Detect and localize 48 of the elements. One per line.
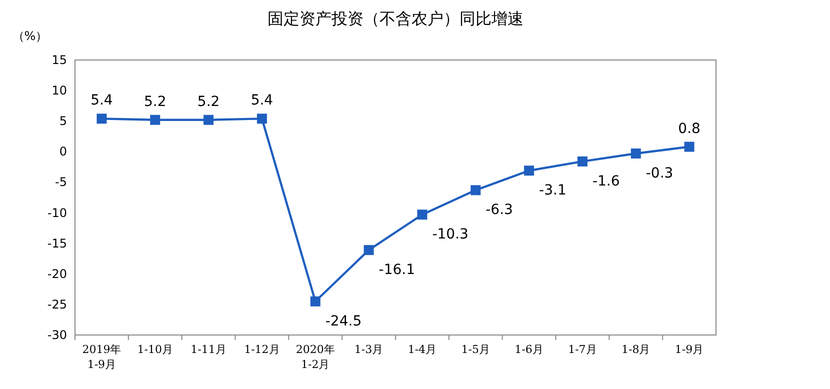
x-tick-label: 1-5月 — [461, 343, 490, 356]
point — [96, 114, 107, 124]
y-tick-label: -10 — [47, 206, 67, 220]
x-tick-label: 1-9月 — [674, 343, 704, 356]
data-label: -24.5 — [325, 313, 362, 330]
y-tick-label: 15 — [52, 53, 67, 67]
data-label: -16.1 — [378, 262, 416, 278]
y-tick-label: -5 — [55, 175, 67, 190]
x-tick-label: 1-8月 — [622, 343, 650, 356]
data-label: -3.1 — [539, 182, 566, 199]
data-label: -10.3 — [432, 226, 468, 243]
point — [204, 114, 214, 125]
data-label: 0.8 — [678, 120, 700, 137]
x-tick-label: 1-3月 — [354, 343, 384, 356]
y-tick-label: 0 — [59, 144, 67, 159]
data-label: 5.4 — [90, 92, 113, 109]
y-tick-label: -15 — [47, 236, 67, 250]
point — [150, 114, 160, 125]
point — [524, 166, 534, 176]
y-tick-label: -25 — [47, 297, 67, 312]
y-tick-label: 5 — [59, 114, 67, 128]
y-tick-label: 10 — [52, 84, 67, 98]
data-label: 5.2 — [144, 94, 166, 110]
data-label: -6.3 — [486, 202, 513, 218]
point — [256, 114, 267, 124]
data-label: -1.6 — [592, 173, 620, 190]
x-tick-label: 1-11月 — [190, 343, 226, 356]
point — [470, 185, 481, 196]
data-label: 5.2 — [197, 94, 220, 110]
point — [577, 156, 588, 166]
y-tick-label: -30 — [47, 328, 67, 342]
data-label: -0.3 — [646, 166, 674, 182]
x-tick-label: 1-7月 — [568, 343, 597, 356]
point — [310, 296, 320, 306]
y-axis-title: （%） — [12, 29, 48, 43]
x-tick-label: 1-10月 — [137, 343, 173, 356]
data-label: 5.4 — [250, 92, 274, 109]
point — [364, 245, 374, 256]
point — [417, 210, 428, 220]
x-tick-label: 1-12月 — [244, 343, 280, 356]
y-tick-label: -20 — [47, 266, 67, 281]
point — [684, 142, 694, 152]
chart-title: 固定资产投资（不含农户）同比增速 — [268, 9, 524, 28]
x-tick-label: 1-4月 — [408, 343, 437, 356]
x-tick-label: 2019年 1-9月 — [82, 343, 122, 371]
point — [630, 148, 641, 158]
x-tick-label: 2020年 1-2月 — [296, 343, 335, 371]
x-tick-label: 1-6月 — [514, 343, 544, 356]
